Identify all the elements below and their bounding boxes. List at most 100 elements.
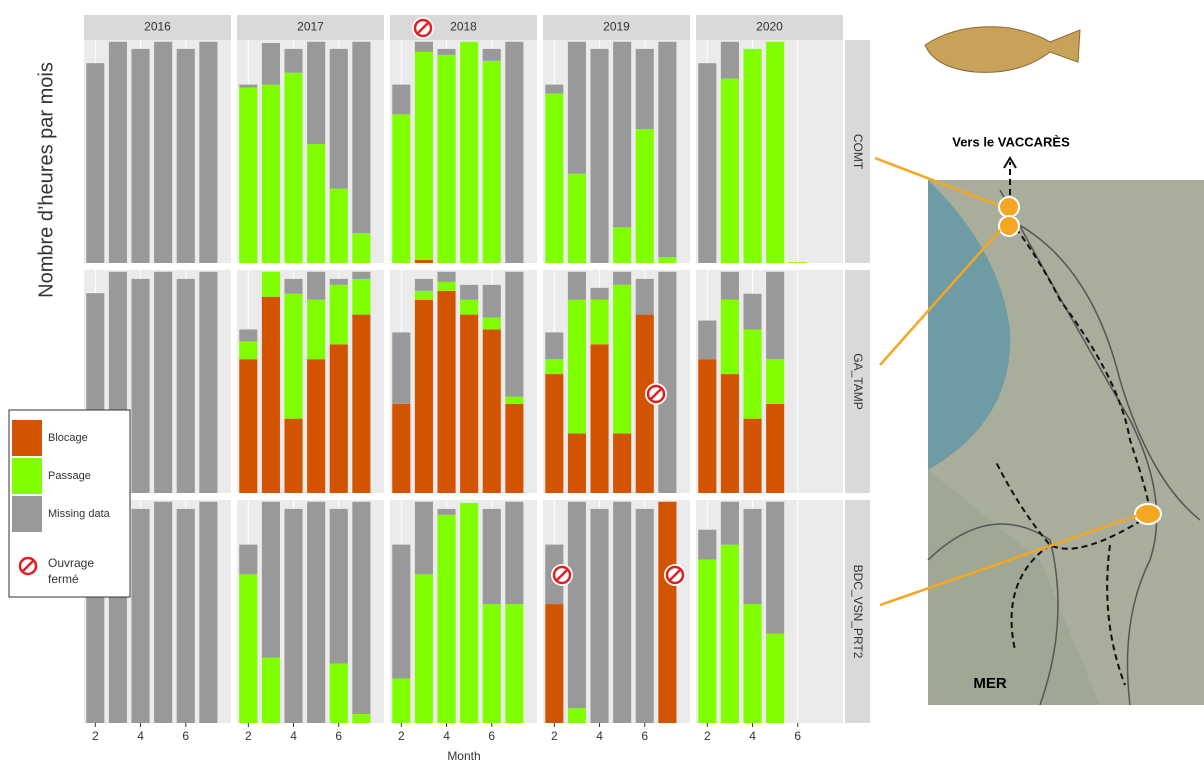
facet-row-label: BDC_VSN_PRT2 [851,565,865,659]
bar-segment [108,41,127,264]
bar-segment [329,284,348,345]
bar-segment [199,41,218,264]
facet-col-label: 2017 [297,20,324,34]
bar-segment [414,299,433,493]
bar-segment [414,51,433,261]
bar-segment [176,48,195,263]
bar-segment [658,257,677,263]
bar-segment [176,278,195,493]
bar-segment [239,359,258,493]
x-tick-label: 6 [488,729,495,743]
bar-segment [766,633,785,723]
legend-label: Missing data [48,508,111,520]
bar-segment [460,502,479,723]
bar-segment [505,396,524,404]
bar-segment [239,84,258,88]
bar-segment [635,278,654,315]
strip [845,40,870,263]
bar-segment [635,508,654,723]
bar-segment [590,287,609,300]
bar-segment [788,262,807,263]
legend-label: Blocage [48,432,88,444]
bar-segment [392,544,411,679]
bar-segment [239,574,258,723]
bar-segment [261,271,280,297]
x-tick-label: 6 [641,729,648,743]
bar-segment [284,293,303,419]
bar-segment [414,278,433,291]
bar-segment [658,41,677,258]
bar-segment [392,114,411,263]
bar-segment [743,48,762,263]
bar-segment [743,329,762,419]
bar-segment [720,299,739,375]
x-tick-label: 4 [596,729,603,743]
map: Vers le VACCARÈS MER [874,134,1204,706]
bar-segment [590,344,609,493]
bar-segment [545,604,564,723]
bar-segment [352,233,371,263]
facet-col-label: 2016 [144,20,171,34]
bar-segment [766,271,785,360]
x-tick-label: 2 [551,729,558,743]
bar-segment [766,41,785,264]
bar-segment [635,129,654,263]
bar-segment [505,271,524,397]
bar-segment [658,271,677,493]
y-axis-label: Nombre d’heures par mois [35,62,57,298]
facet-row-label: GA_TAMP [851,353,865,409]
bar-segment [720,501,739,545]
bar-segment [154,41,173,264]
facet-chart: 2016 2017 2018 2019 2020 COMT GA_TAMP BDC_VSN_P… [84,15,870,743]
strip [696,15,843,40]
bar-segment [131,48,150,263]
bar-segment [239,341,258,360]
bar-segment [720,78,739,263]
bar-segment [414,290,433,300]
bar-segment [154,501,173,723]
facet-col-label: 2019 [603,20,630,34]
bar-segment [505,501,524,605]
x-tick-label: 4 [137,729,144,743]
legend-closure-icon [16,554,40,578]
bar-segment [567,299,586,434]
bar-segment [613,433,632,493]
bar-segment [567,708,586,723]
bar-segment [307,299,326,360]
strip [845,500,870,723]
bar-segment [307,501,326,723]
legend-swatch [12,458,42,494]
bar-segment [284,278,303,294]
bar-segment [590,48,609,263]
bar-segment [613,271,632,285]
bar-segment [329,188,348,263]
bar-segment [698,63,717,263]
bar-segment [482,508,501,605]
bar-segment [176,508,195,723]
bar-segment [392,403,411,493]
bar-segment [482,317,501,330]
bar-segment [352,271,371,279]
bar-segment [437,54,456,263]
x-axis-label: Month [447,749,480,763]
bar-segment [766,403,785,493]
bar-segment [352,41,371,234]
bar-segment [567,433,586,493]
bar-segment [239,329,258,342]
bar-segment [698,559,717,723]
bar-segment [239,544,258,575]
bar-segment [261,84,280,263]
bar-segment [545,359,564,375]
x-tick-label: 6 [182,729,189,743]
bar-segment [613,284,632,434]
bar-segment [567,41,586,174]
bar-segment [590,299,609,345]
map-label: MER [973,675,1007,692]
bar-segment [482,284,501,318]
bar-segment [460,299,479,315]
bar-segment [743,508,762,605]
bar-segment [261,657,280,723]
bar-segment [567,501,586,709]
bar-segment [482,48,501,61]
bar-segment [567,271,586,300]
